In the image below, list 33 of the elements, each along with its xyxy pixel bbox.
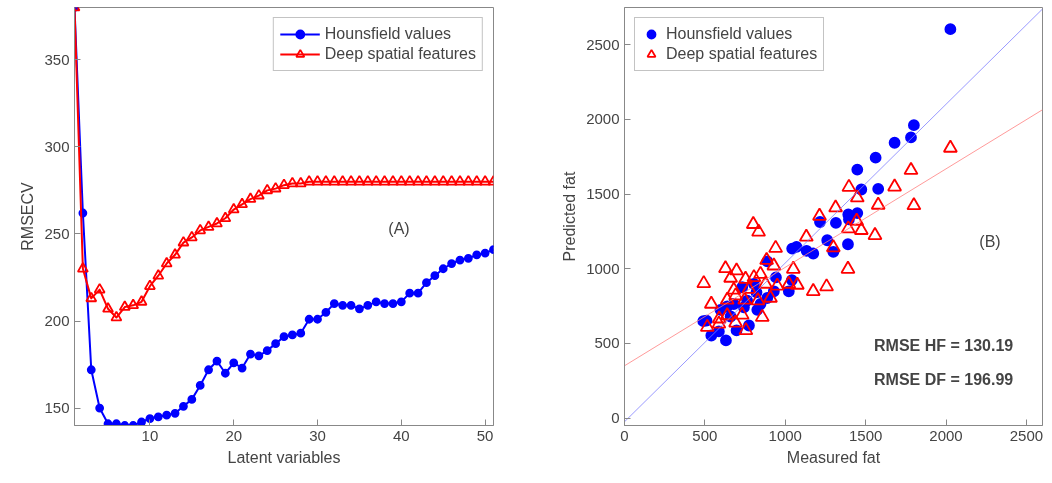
y-tick-label: 2000	[586, 110, 620, 128]
x-tick-label: 10	[141, 426, 159, 444]
annotation: (A)	[388, 220, 410, 238]
y-tick-label: 500	[594, 334, 620, 352]
y-tick-label: 150	[44, 399, 70, 417]
y-tick-label: 250	[44, 224, 70, 242]
y-tick-label: 350	[44, 50, 70, 68]
x-axis-title: Latent variables	[227, 448, 341, 466]
x-tick-label: 50	[476, 426, 494, 444]
y-axis-title: Predicted fat	[561, 171, 579, 262]
legend-label: Hounsfield values	[324, 25, 452, 43]
x-tick-label: 30	[309, 426, 326, 444]
annotation: RMSE HF = 130.19	[874, 337, 1014, 355]
y-tick-label: 1000	[586, 259, 620, 277]
x-tick-label: 2500	[1009, 426, 1044, 444]
y-tick-label: 300	[44, 137, 70, 155]
y-axis-title: RMSECV	[19, 181, 37, 251]
x-tick-label: 40	[392, 426, 410, 444]
x-tick-label: 2000	[929, 426, 963, 444]
x-tick-label: 1500	[848, 426, 883, 444]
x-tick-label: 1000	[768, 426, 802, 444]
legend-label: Hounsfield values	[666, 25, 793, 43]
y-tick-label: 1500	[586, 185, 620, 203]
y-tick-label: 200	[44, 312, 70, 329]
x-axis-title: Measured fat	[786, 448, 881, 466]
legend-label: Deep spatial features	[666, 45, 818, 63]
x-tick-label: 20	[225, 426, 243, 444]
annotation: RMSE DF = 196.99	[874, 370, 1014, 388]
annotation: (B)	[979, 232, 1001, 250]
x-tick-label: 500	[692, 426, 718, 444]
y-tick-label: 0	[611, 409, 620, 427]
y-tick-label: 2500	[586, 35, 620, 53]
legend-label: Deep spatial features	[324, 45, 476, 63]
